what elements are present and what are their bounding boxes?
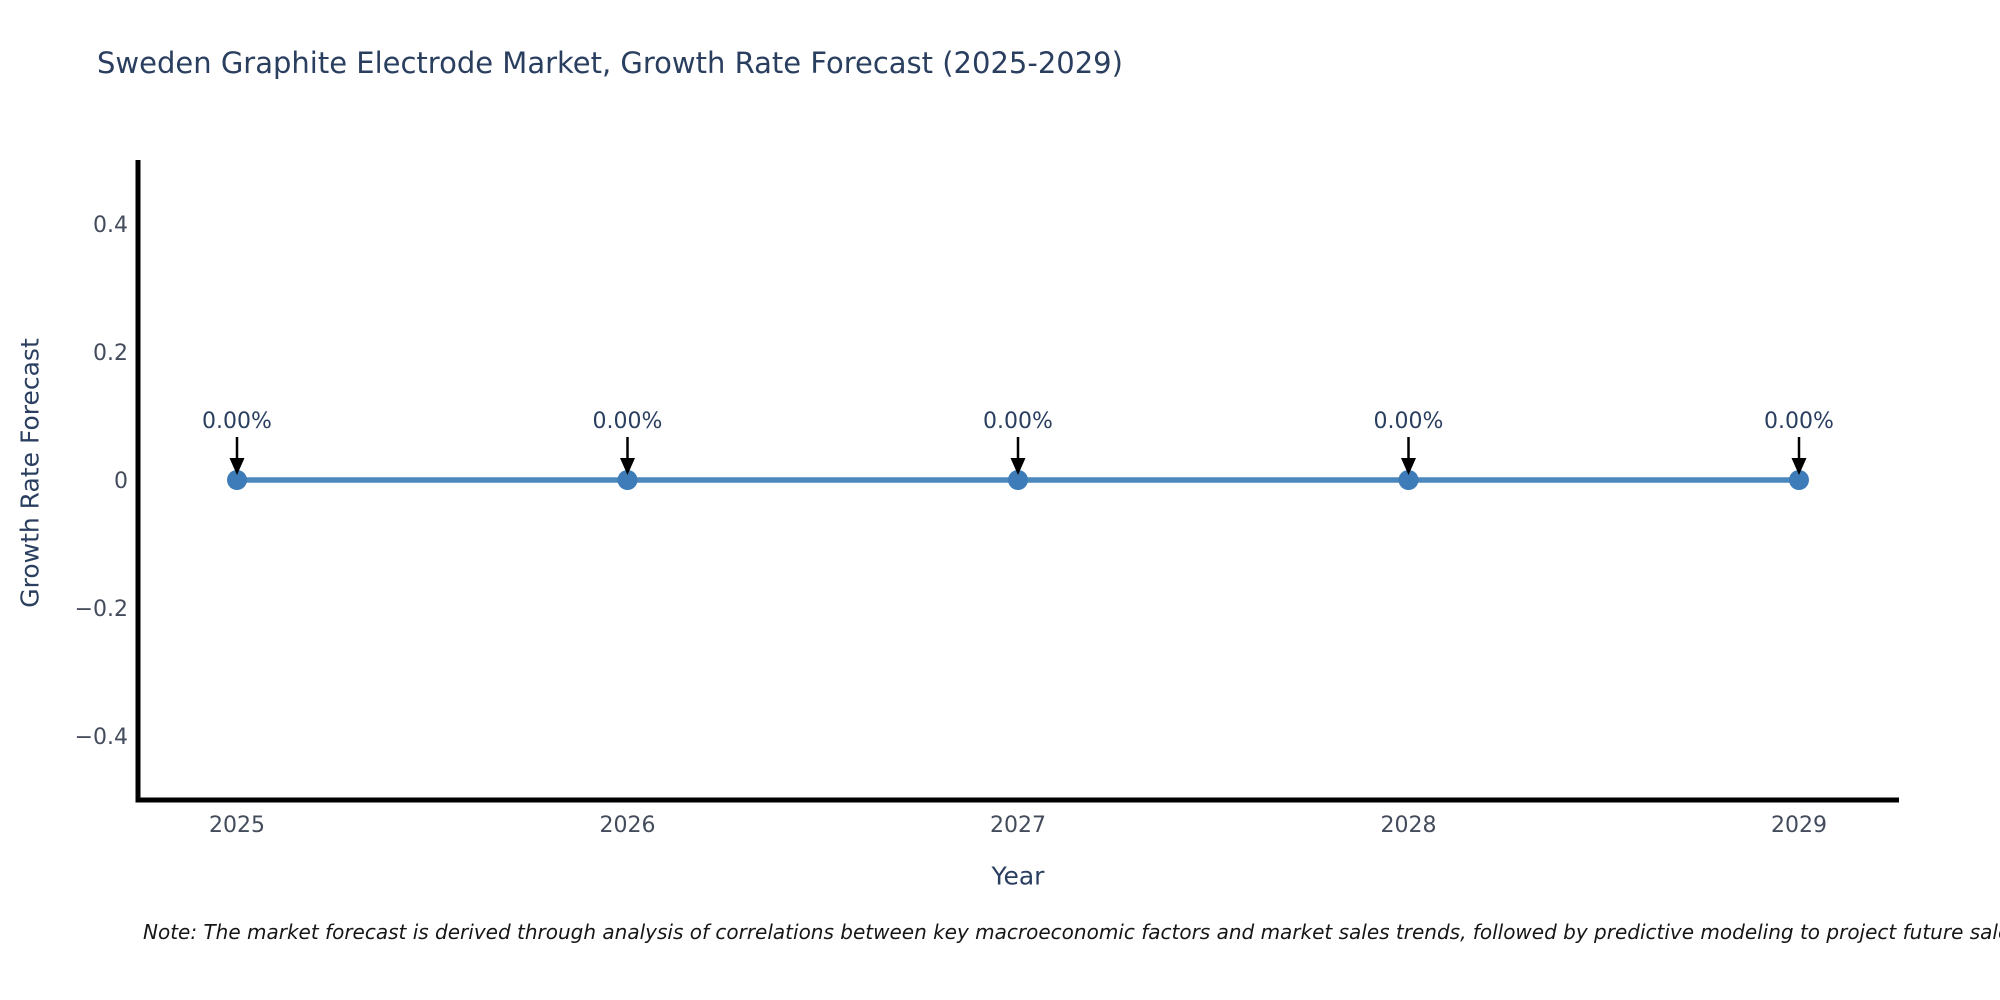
footnote: Note: The market forecast is derived thr…: [143, 920, 2000, 944]
x-axis-title: Year: [991, 861, 1045, 891]
x-tick-label: 2027: [990, 813, 1046, 838]
data-point-marker: [227, 470, 247, 490]
data-point-label: 0.00%: [202, 409, 272, 434]
annotation-arrow-head: [1791, 458, 1807, 475]
x-tick-label: 2028: [1381, 813, 1437, 838]
data-point-marker: [617, 470, 638, 490]
data-point-marker: [1789, 470, 1809, 490]
data-point-marker: [1008, 470, 1028, 490]
x-tick-label: 2029: [1771, 813, 1827, 838]
data-point-label: 0.00%: [1374, 409, 1444, 434]
annotation-arrow-head: [1010, 458, 1026, 475]
annotation-arrow-head: [620, 458, 635, 475]
x-tick-label: 2025: [209, 813, 265, 838]
annotation-arrow-head: [1401, 458, 1416, 475]
data-point-marker: [1398, 470, 1419, 490]
y-tick-label: −0.4: [75, 725, 128, 750]
data-point-label: 0.00%: [1764, 409, 1834, 434]
annotation-arrow-head: [229, 458, 245, 475]
data-point-label: 0.00%: [593, 409, 663, 434]
y-tick-label: 0: [114, 469, 128, 494]
chart-title: Sweden Graphite Electrode Market, Growth…: [97, 46, 1123, 80]
y-tick-label: 0.4: [93, 213, 128, 238]
x-tick-label: 2026: [600, 813, 656, 838]
data-point-label: 0.00%: [983, 409, 1053, 434]
y-tick-label: −0.2: [75, 597, 128, 622]
y-tick-label: 0.2: [93, 341, 128, 366]
